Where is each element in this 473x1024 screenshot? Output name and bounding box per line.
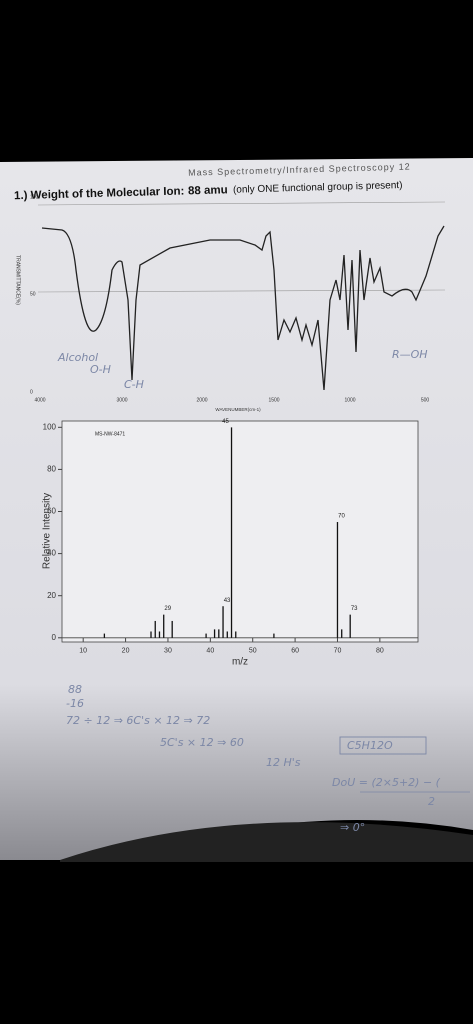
- ir-xtick: 1000: [344, 397, 355, 403]
- ir-frame: [37, 289, 446, 293]
- ir-spectrum: TRANSMITTANCE(%) 100 50 0 4000 3000 2000…: [15, 194, 446, 412]
- x-tick-label: 80: [376, 648, 384, 655]
- ir-ytick: 100: [30, 194, 39, 200]
- note: 72 ÷ 12 ⇒ 6C's × 12 ⇒ 72: [66, 714, 210, 727]
- ir-trace: [41, 225, 445, 391]
- annotation: O-H: [90, 363, 111, 376]
- notes: 88 -16 72 ÷ 12 ⇒ 6C's × 12 ⇒ 72 5C's × 1…: [66, 683, 470, 834]
- y-tick-label: 0: [52, 633, 57, 642]
- ir-xtick: 4000: [34, 397, 45, 403]
- x-tick-label: 50: [249, 648, 257, 655]
- ir-ytick: 50: [30, 291, 36, 297]
- peak-label: 45: [222, 419, 229, 425]
- mass-spectrum: MS-NW-8471 m/z Relative Intensity 0 20 40 6…: [42, 419, 419, 668]
- header: Mass Spectrometry/Infrared Spectroscopy …: [14, 161, 411, 202]
- ir-ylabel: TRANSMITTANCE(%): [15, 255, 21, 305]
- note: 12 H's: [266, 756, 301, 769]
- annotation: C-H: [124, 378, 144, 391]
- note: DoU = (2×5+2) − (: [332, 776, 441, 789]
- annotation: R—OH: [392, 348, 428, 361]
- note: -16: [66, 697, 84, 710]
- note: 88: [68, 683, 82, 696]
- peak-label: 70: [338, 514, 345, 520]
- x-tick-label: 10: [79, 648, 87, 655]
- note: (only ONE functional group is present): [233, 180, 403, 196]
- ir-xtick: 3000: [116, 397, 127, 403]
- ir-xtick: 2000: [196, 397, 207, 403]
- ir-frame: [37, 201, 446, 206]
- annotation: Alcohol: [57, 351, 98, 364]
- y-tick-label: 100: [43, 422, 57, 431]
- ir-xtick: 1500: [268, 397, 279, 403]
- x-tick-label: 70: [334, 648, 342, 655]
- peak-label: 43: [224, 598, 231, 604]
- note: ⇒ 0°: [340, 821, 365, 834]
- x-axis-label: m/z: [232, 657, 248, 668]
- ir-xtick: 500: [421, 397, 430, 403]
- note: C5H12O: [347, 739, 393, 752]
- x-tick-label: 30: [164, 648, 172, 655]
- mass: 88 amu: [188, 184, 228, 197]
- ir-ytick: 0: [30, 389, 33, 395]
- question: 1.) Weight of the Molecular Ion:: [14, 185, 185, 202]
- y-tick-label: 80: [47, 465, 56, 474]
- peak-label: 29: [164, 606, 171, 612]
- x-tick-label: 60: [291, 648, 299, 655]
- ir-xlabel: WAVENUMBER(cm-1): [215, 407, 261, 412]
- y-tick-label: 60: [47, 507, 56, 516]
- x-tick-label: 20: [122, 648, 130, 655]
- plot-frame: [61, 420, 419, 643]
- note: 2: [428, 795, 435, 808]
- chart-title: MS-NW-8471: [95, 431, 125, 437]
- y-axis-label: Relative Intensity: [42, 493, 53, 569]
- y-tick-label: 20: [47, 591, 56, 600]
- x-tick-label: 40: [206, 648, 214, 655]
- peak-label: 73: [351, 606, 358, 612]
- y-tick-label: 40: [47, 549, 56, 558]
- answer-box: [339, 736, 427, 755]
- shadow: [60, 822, 473, 862]
- note: 5C's × 12 ⇒ 60: [160, 736, 244, 749]
